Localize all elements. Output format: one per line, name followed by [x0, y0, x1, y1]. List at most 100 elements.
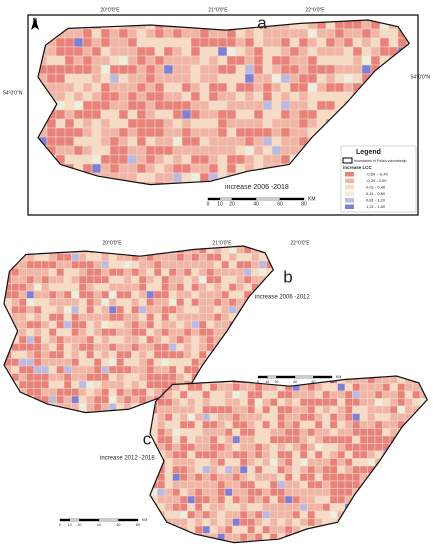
grid-cell: [4, 320, 12, 329]
grid-cell: [78, 290, 87, 299]
grid-cell: [217, 473, 226, 482]
grid-cell: [289, 55, 300, 66]
grid-cell: [344, 420, 353, 429]
grid-cell: [163, 28, 174, 39]
grid-cell: [337, 458, 346, 467]
grid-cell: [123, 365, 132, 374]
grid-cell: [253, 154, 264, 165]
grid-cell: [280, 37, 291, 48]
grid-cell: [226, 55, 237, 66]
grid-cell: [284, 465, 293, 474]
grid-cell: [235, 28, 246, 39]
grid-cell: [367, 473, 376, 482]
grid-cell: [251, 343, 260, 352]
grid-cell: [316, 46, 327, 57]
grid-cell: [298, 127, 309, 138]
grid-cell: [244, 109, 255, 120]
grid-cell: [352, 383, 361, 392]
grid-cell: [253, 172, 264, 183]
grid-cell: [109, 109, 120, 120]
grid-cell: [157, 405, 166, 414]
grid-cell: [38, 163, 48, 174]
grid-cell: [325, 37, 336, 48]
grid-cell: [406, 91, 410, 102]
grid-cell: [239, 518, 248, 527]
grid-cell: [123, 373, 132, 382]
grid-cell: [161, 253, 170, 262]
grid-cell: [382, 540, 391, 543]
grid-cell: [164, 480, 173, 489]
grid-cell: [289, 37, 300, 48]
grid-cell: [154, 145, 165, 156]
grid-cell: [244, 46, 255, 57]
grid-cell: [118, 28, 129, 39]
grid-cell: [86, 268, 95, 277]
grid-cell: [73, 136, 84, 147]
grid-cell: [251, 328, 260, 337]
grid-cell: [404, 383, 413, 392]
grid-cell: [244, 118, 255, 129]
grid-cell: [100, 181, 111, 185]
grid-cell: [179, 503, 188, 512]
grid-cell: [359, 383, 368, 392]
grid-cell: [382, 533, 391, 542]
grid-cell: [404, 503, 413, 512]
grid-cell: [86, 305, 95, 314]
grid-cell: [428, 511, 433, 519]
grid-cell: [292, 540, 301, 543]
grid-cell: [136, 145, 147, 156]
grid-cell: [150, 525, 158, 534]
grid-cell: [138, 253, 147, 262]
grid-cell: [116, 350, 125, 359]
grid-cell: [38, 154, 48, 165]
grid-cell: [254, 488, 263, 497]
grid-cell: [55, 109, 66, 120]
grid-cell: [93, 380, 102, 389]
grid-cell: [164, 525, 173, 534]
grid-cell: [100, 37, 111, 48]
grid-cell: [370, 118, 381, 129]
grid-cell: [187, 473, 196, 482]
grid-cell: [382, 495, 391, 504]
grid-cell: [63, 410, 72, 413]
grid-cell: [157, 428, 166, 437]
grid-cell: [314, 405, 323, 414]
grid-cell: [91, 37, 102, 48]
grid-cell: [164, 458, 173, 467]
grid-cell: [284, 495, 293, 504]
scale-label: 80: [301, 201, 307, 207]
grid-cell: [337, 473, 346, 482]
grid-cell: [277, 450, 286, 459]
grid-cell: [298, 20, 309, 30]
grid-cell: [217, 465, 226, 474]
grid-cell: [289, 163, 300, 174]
grid-cell: [194, 413, 203, 422]
grid-cell: [389, 495, 398, 504]
grid-cell: [388, 91, 399, 102]
grid-cell: [181, 172, 192, 183]
grid-cell: [198, 320, 207, 329]
grid-cell: [221, 373, 230, 382]
grid-cell: [202, 480, 211, 489]
grid-cell: [116, 380, 125, 389]
grid-cell: [190, 127, 201, 138]
scale-label: 40: [293, 380, 297, 384]
grid-cell: [56, 373, 65, 382]
grid-cell: [183, 253, 192, 262]
grid-cell: [48, 388, 57, 397]
grid-cell: [352, 503, 361, 512]
grid-cell: [86, 260, 95, 269]
grid-cell: [18, 350, 27, 359]
scale-segment: [219, 197, 233, 201]
grid-cell: [41, 268, 50, 277]
grid-cell: [91, 64, 102, 75]
grid-cell: [153, 380, 162, 389]
grid-cell: [271, 91, 282, 102]
grid-cell: [55, 82, 66, 93]
grid-cell: [404, 398, 413, 407]
grid-cell: [428, 406, 433, 414]
grid-cell: [41, 335, 50, 344]
grid-cell: [224, 450, 233, 459]
scale-segment: [118, 518, 139, 522]
grid-cell: [221, 260, 230, 269]
